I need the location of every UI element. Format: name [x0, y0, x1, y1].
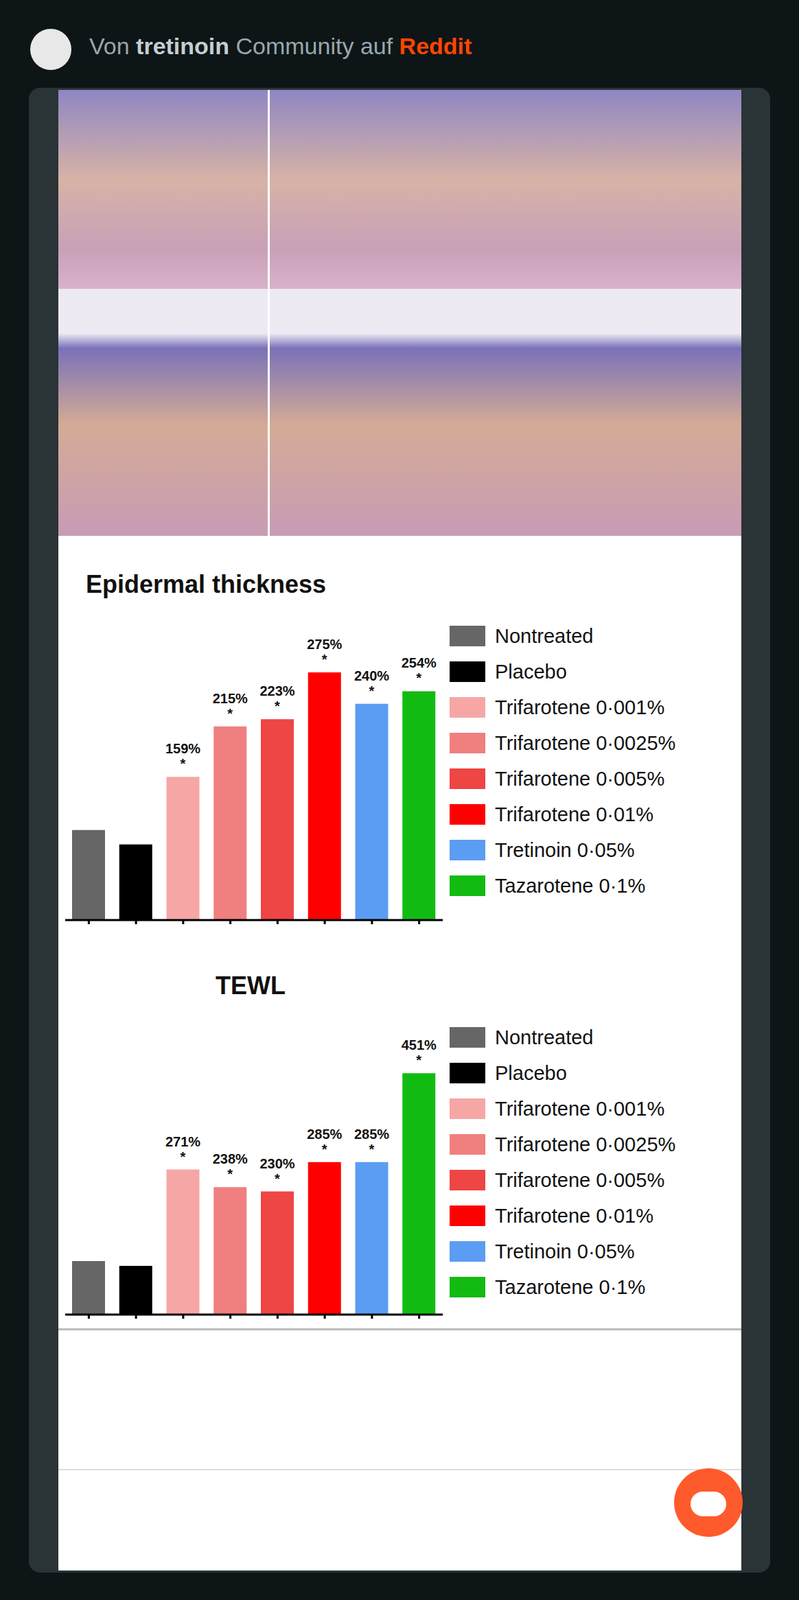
html-text:Tretinoin 0·05%: Tretinoin 0·05% [494, 839, 635, 862]
svg-text:230%: 230% [259, 1156, 295, 1172]
html-text:Trifarotene 0·001%: Trifarotene 0·001% [494, 696, 665, 719]
svg-text:215%: 215% [212, 691, 248, 707]
html-text:Epidermal thickness: Epidermal thickness [85, 570, 327, 599]
html-text:Trifarotene 0·005%: Trifarotene 0·005% [494, 767, 665, 790]
svg-text:*: * [180, 756, 187, 772]
svg-text:275%: 275% [306, 637, 342, 653]
svg-text:254%: 254% [401, 655, 437, 671]
html-text:TEWL: TEWL [215, 971, 286, 1001]
svg-text:*: * [227, 706, 233, 722]
html-text:Tretinoin 0·05%: Tretinoin 0·05% [494, 1240, 635, 1263]
svg-text:451%: 451% [401, 1037, 437, 1053]
svg-text:*: * [369, 1142, 375, 1158]
html-text:Tazarotene 0·1%: Tazarotene 0·1% [494, 1276, 646, 1299]
svg-text:*: * [321, 652, 328, 668]
html-text:Trifarotene 0·0025%: Trifarotene 0·0025% [494, 732, 676, 755]
svg-text:271%: 271% [165, 1134, 201, 1150]
svg-text:223%: 223% [259, 683, 295, 699]
html-text:Nontreated: Nontreated [494, 1026, 594, 1049]
svg-text:*: * [180, 1149, 187, 1165]
html-text:Trifarotene 0·01%: Trifarotene 0·01% [494, 1205, 654, 1227]
html-text:Von tretinoin Community auf Re: Von tretinoin Community auf Reddit [89, 32, 472, 60]
svg-text:238%: 238% [212, 1151, 248, 1167]
html-text:Trifarotene 0·0025%: Trifarotene 0·0025% [494, 1133, 676, 1156]
svg-text:*: * [274, 698, 281, 714]
html-text:Tazarotene 0·1%: Tazarotene 0·1% [494, 874, 646, 897]
svg-text:285%: 285% [354, 1127, 390, 1143]
html-text:Placebo: Placebo [494, 660, 567, 683]
svg-text:*: * [227, 1166, 233, 1183]
svg-text:159%: 159% [165, 741, 201, 757]
svg-text:285%: 285% [306, 1127, 342, 1143]
svg-text:*: * [369, 683, 375, 699]
html-text:Placebo: Placebo [494, 1062, 567, 1085]
svg-text:*: * [415, 1052, 422, 1069]
svg-text:*: * [274, 1171, 281, 1187]
html-text:Trifarotene 0·01%: Trifarotene 0·01% [494, 803, 654, 826]
svg-text:*: * [321, 1142, 328, 1158]
svg-text:240%: 240% [354, 668, 390, 684]
svg-text:*: * [415, 670, 422, 686]
html-text:Nontreated: Nontreated [494, 624, 594, 647]
html-text:Trifarotene 0·005%: Trifarotene 0·005% [494, 1169, 665, 1192]
html-text:Trifarotene 0·001%: Trifarotene 0·001% [494, 1097, 665, 1120]
